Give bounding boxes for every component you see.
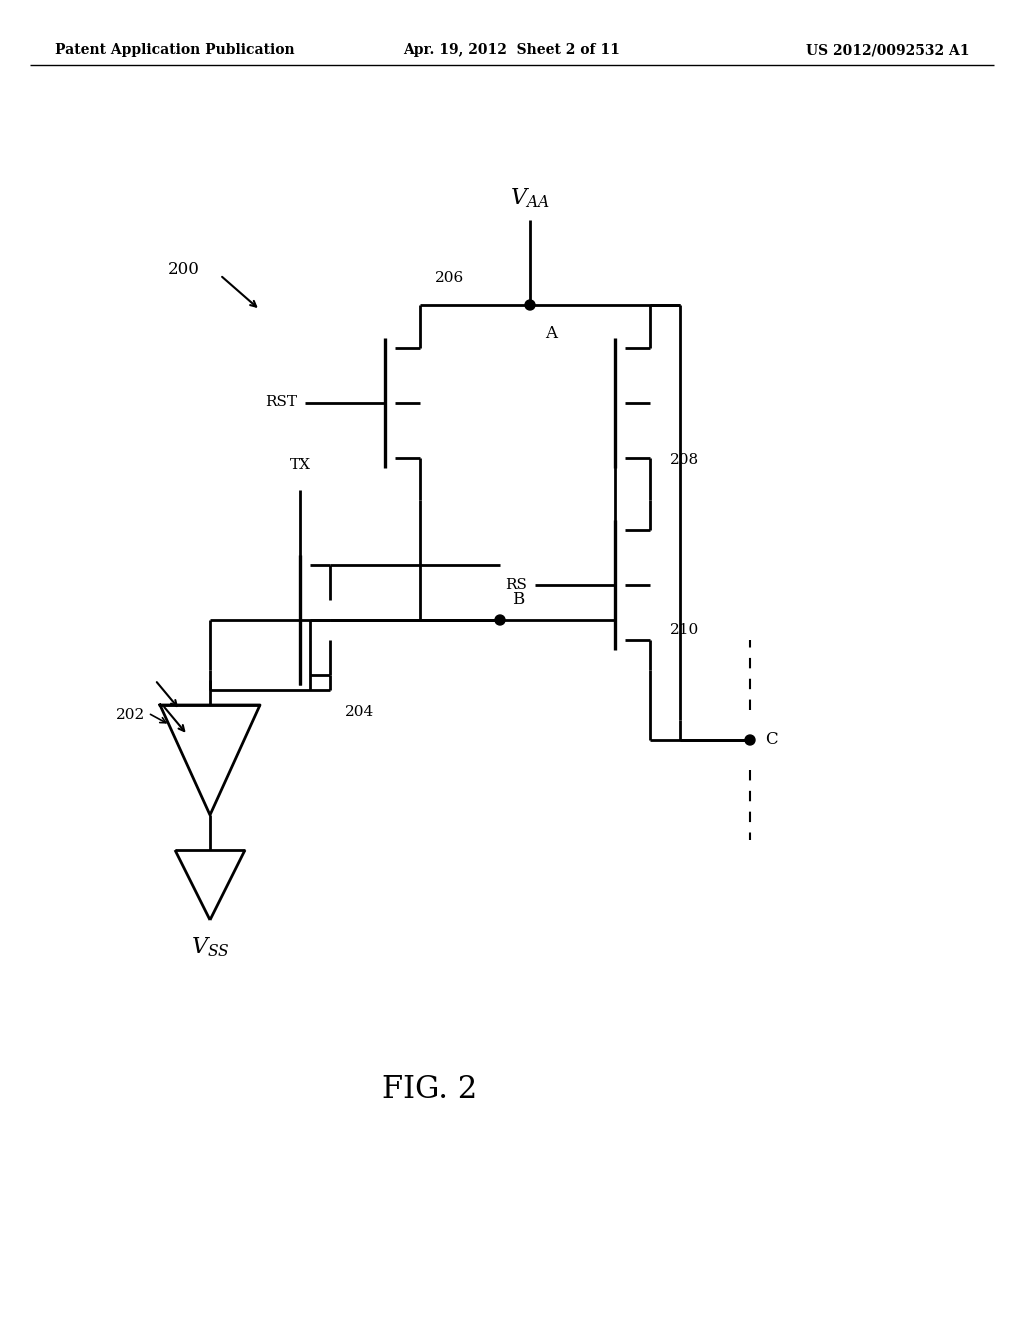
Text: US 2012/0092532 A1: US 2012/0092532 A1 [807,44,970,57]
Text: B: B [512,591,524,609]
Text: $V_{AA}$: $V_{AA}$ [510,186,550,210]
Circle shape [495,615,505,624]
Text: 206: 206 [435,271,464,285]
Text: TX: TX [290,458,310,473]
Text: $V_{SS}$: $V_{SS}$ [190,935,229,958]
Circle shape [745,735,755,744]
Text: Patent Application Publication: Patent Application Publication [55,44,295,57]
Text: 200: 200 [168,261,200,279]
Circle shape [525,300,535,310]
Text: 204: 204 [345,705,374,719]
Text: 208: 208 [670,453,699,467]
Text: A: A [545,325,557,342]
Text: FIG. 2: FIG. 2 [382,1074,477,1106]
Text: 202: 202 [116,708,145,722]
Text: Apr. 19, 2012  Sheet 2 of 11: Apr. 19, 2012 Sheet 2 of 11 [403,44,621,57]
Text: RS: RS [505,578,527,591]
Text: C: C [765,731,777,748]
Text: 210: 210 [670,623,699,638]
Text: RST: RST [265,396,297,409]
